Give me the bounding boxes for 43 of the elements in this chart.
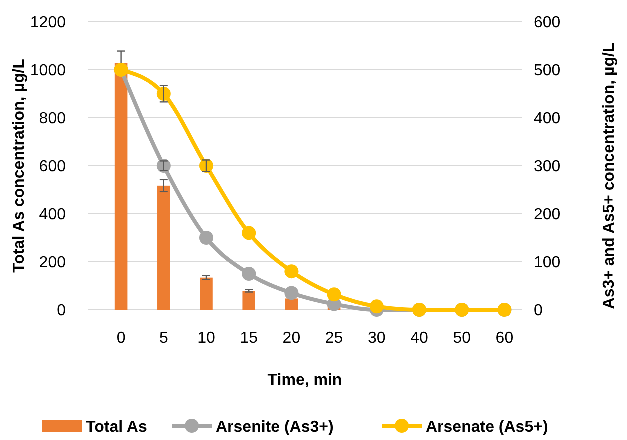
y2-tick-label: 600 (534, 14, 561, 32)
y2-axis-title: As3+ and As5+ concentration, µg/L (601, 42, 618, 310)
y2-tick-label: 100 (534, 254, 561, 272)
bar (200, 278, 213, 310)
legend-label: Total As (86, 419, 148, 436)
y2-tick-label: 0 (534, 302, 543, 320)
y-axis-title: Total As concentration, µg/L (11, 58, 28, 273)
point (242, 226, 256, 240)
y2-tick-label: 300 (534, 158, 561, 176)
x-tick-label: 20 (282, 330, 301, 347)
x-tick-label: 5 (159, 330, 168, 347)
point (284, 264, 299, 279)
y2-tick-label: 200 (534, 206, 561, 224)
point (327, 288, 342, 302)
y-tick-label: 400 (39, 206, 66, 224)
x-axis-title: Time, min (268, 372, 342, 389)
bar (114, 63, 128, 310)
point (200, 231, 214, 245)
x-tick-label: 60 (496, 330, 514, 347)
y-tick-label: 200 (39, 254, 66, 272)
y-tick-label: 1200 (30, 14, 66, 32)
x-tick-label: 30 (368, 330, 386, 347)
point (284, 286, 299, 300)
x-tick-label: 10 (198, 330, 216, 347)
y2-tick-label: 400 (534, 110, 561, 128)
point (370, 300, 384, 314)
y-tick-label: 0 (57, 302, 66, 320)
y-tick-label: 1000 (30, 62, 66, 80)
y-tick-label: 600 (39, 158, 66, 176)
x-tick-label: 50 (453, 330, 472, 347)
x-tick-label: 0 (116, 330, 126, 347)
point (242, 267, 256, 281)
x-tick-label: 40 (410, 330, 428, 347)
bar (158, 186, 170, 310)
y-tick-label: 800 (39, 110, 66, 128)
point (156, 87, 171, 101)
bar (242, 291, 256, 310)
x-tick-label: 25 (325, 330, 344, 347)
bar (285, 298, 298, 310)
legend-label: Arsenite (As3+) (216, 419, 334, 436)
legend-label: Arsenate (As5+) (426, 419, 548, 436)
y2-tick-label: 500 (534, 62, 561, 80)
x-tick-label: 15 (240, 330, 258, 347)
